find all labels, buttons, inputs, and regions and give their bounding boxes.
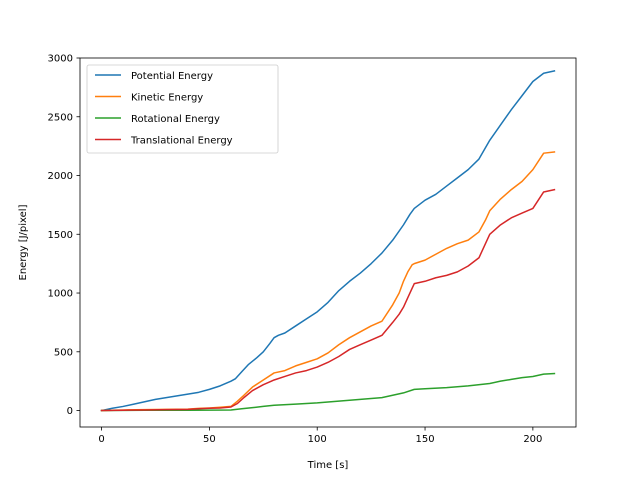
x-tick-label: 200 (523, 434, 542, 445)
y-axis: 0 500 1000 1500 2000 2500 3000 (48, 54, 80, 417)
x-tick-label: 50 (203, 434, 216, 445)
legend-label: Kinetic Energy (131, 92, 203, 103)
legend: Potential Energy Kinetic Energy Rotational… (86, 64, 279, 154)
y-tick-label: 3000 (48, 54, 73, 65)
x-tick-label: 150 (415, 434, 434, 445)
plot-frame (79, 57, 577, 428)
y-tick-label: 0 (67, 406, 73, 417)
y-axis-label: Energy [J/pixel] (18, 204, 29, 280)
x-axis-label: Time [s] (307, 460, 349, 471)
legend-label: Translational Energy (130, 135, 233, 146)
series-line-0 (100, 70, 556, 412)
series-line-2 (100, 372, 556, 412)
y-tick-label: 1500 (48, 230, 73, 241)
series-line-1 (100, 151, 556, 412)
x-tick-label: 100 (308, 434, 327, 445)
x-axis: 0 50 100 150 200 (98, 427, 542, 445)
series-lines (100, 70, 556, 412)
y-tick-label: 1000 (48, 289, 73, 300)
legend-box (86, 64, 279, 154)
legend-label: Potential Energy (131, 71, 213, 82)
y-tick-label: 500 (54, 347, 73, 358)
y-tick-label: 2500 (48, 112, 73, 123)
x-tick-label: 0 (98, 434, 104, 445)
y-tick-label: 2000 (48, 171, 73, 182)
legend-label: Rotational Energy (131, 114, 220, 125)
series-line-3 (100, 188, 556, 412)
